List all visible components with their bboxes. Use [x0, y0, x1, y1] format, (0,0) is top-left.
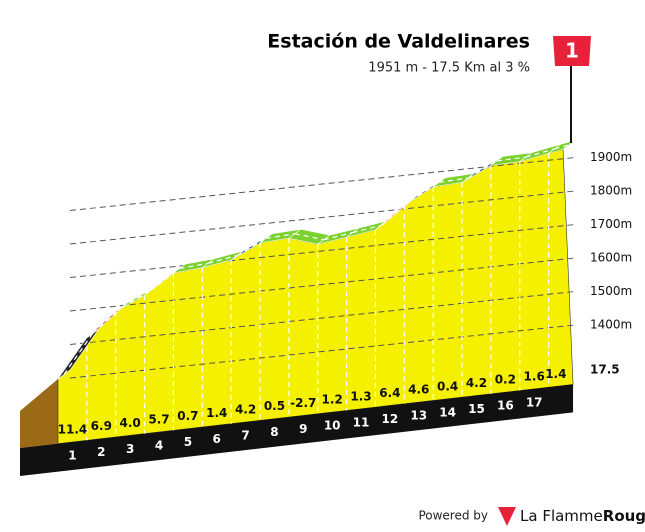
brand-name: La Flamme [520, 507, 603, 525]
ribbon-dash [323, 232, 353, 241]
ribbon-dash [439, 177, 469, 183]
gradient-label: 6.9 [91, 419, 112, 433]
base-band [20, 384, 574, 476]
gradient-label: 6.4 [379, 386, 400, 400]
gradient-label: 1.4 [206, 406, 227, 420]
km-label: 17 [526, 395, 543, 409]
km-label: 6 [213, 432, 221, 446]
km-label: 7 [241, 429, 249, 443]
grid-line [69, 324, 576, 379]
ribbon-dash [265, 233, 295, 239]
gradient-label: 4.6 [408, 383, 429, 397]
brand: La FlammeRouge [520, 507, 645, 525]
powered-by: Powered by [418, 509, 488, 523]
km-label: 15 [468, 402, 485, 416]
gradient-label: 1.3 [350, 389, 371, 403]
side-face [20, 378, 58, 448]
km-label: 1 [68, 448, 76, 462]
grid-line [69, 291, 576, 346]
y-tick-label: 1900m [590, 150, 632, 164]
chart-title: Estación de Valdelinares [267, 31, 530, 53]
chart-subtitle: 1951 m - 17.5 Km al 3 % [368, 61, 530, 76]
gradient-label: 1.4 [545, 367, 566, 381]
km-label: 16 [497, 399, 514, 413]
flag-label: 1 [565, 39, 579, 63]
gradient-label: 0.5 [264, 399, 285, 413]
ribbon-dash [467, 160, 498, 179]
ribbon-dash [208, 254, 238, 264]
flag [553, 36, 591, 66]
gradient-label: 4.0 [120, 416, 141, 430]
gradient-label: 4.2 [466, 376, 487, 390]
ribbon-dash [92, 306, 123, 334]
y-tick-label: 1400m [590, 318, 632, 332]
gradient-label: -2.7 [290, 396, 316, 410]
ribbon-dash [294, 233, 324, 241]
km-label: 9 [299, 422, 307, 436]
km-label: 8 [270, 425, 278, 439]
distance-label: 17.5 [590, 363, 620, 377]
brand-logo [498, 507, 516, 526]
km-label: 11 [353, 415, 370, 429]
y-tick-label: 1800m [590, 184, 632, 198]
ribbon-dash [496, 156, 526, 162]
ribbon-dash [121, 290, 151, 308]
km-label: 10 [324, 419, 341, 433]
ribbon-dash [179, 262, 209, 270]
km-label: 14 [439, 405, 456, 419]
gradient-label: 0.4 [437, 379, 458, 393]
km-label: 5 [184, 435, 192, 449]
ribbon-dash [554, 144, 570, 150]
gradient-label: 4.2 [235, 403, 256, 417]
profile-layer: 1400m 1500m 1600m 1700m 1800m 1900m 11.4 1 6.9 2 4… [20, 140, 632, 476]
y-tick-label: 1500m [590, 284, 632, 298]
km-label: 2 [97, 445, 105, 459]
km-label: 4 [155, 439, 163, 453]
y-tick-label: 1600m [590, 251, 632, 265]
grid-line [69, 190, 576, 245]
ribbon-dash [352, 224, 382, 234]
brand-name-bold: Rouge [603, 507, 645, 525]
gradient-label: 1.2 [322, 393, 343, 407]
y-tick-label: 1700m [590, 217, 632, 231]
gradient-label: 0.2 [495, 373, 516, 387]
ribbon-dash [409, 181, 440, 202]
gradient-label: 5.7 [148, 413, 169, 427]
gradient-label: 1.6 [524, 369, 545, 383]
ribbon-dash [236, 237, 267, 256]
km-label: 12 [382, 412, 399, 426]
gradient-label: 0.7 [177, 409, 198, 423]
km-label: 3 [126, 442, 134, 456]
gradient-label: 11.4 [58, 422, 88, 436]
km-label: 13 [410, 409, 427, 423]
